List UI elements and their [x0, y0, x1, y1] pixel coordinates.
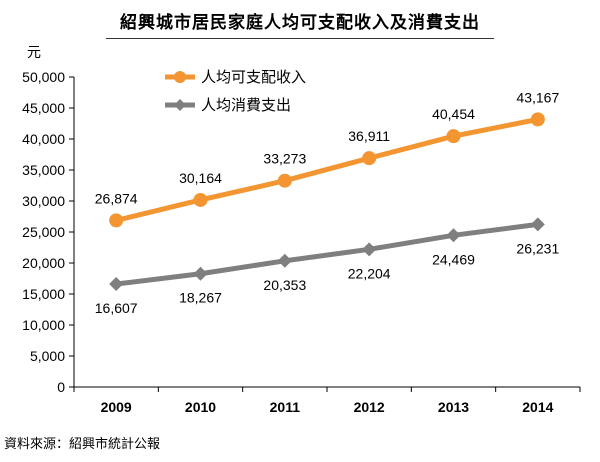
- data-label: 26,231: [516, 240, 559, 256]
- source-note: 資料來源：紹興市統計公報: [4, 436, 161, 451]
- x-tick-label: 2009: [101, 399, 132, 415]
- y-tick-label: 35,000: [22, 162, 65, 178]
- data-label: 18,267: [179, 290, 222, 306]
- data-point: [277, 253, 292, 268]
- data-point: [362, 151, 377, 166]
- y-tick-label: 25,000: [22, 224, 65, 240]
- series-layer: 26,874 30,164 33,273 36,911 40,454 43,167 16,6…: [95, 89, 560, 316]
- axes: 0 5,000 10,000 15,000 20,000 25,000 30,000 35,0…: [22, 44, 581, 415]
- data-point: [109, 277, 124, 292]
- data-point: [530, 112, 545, 127]
- chart-title-wrap: 紹興城市居民家庭人均可支配收入及消費支出: [0, 8, 600, 39]
- x-tick-label: 2013: [438, 399, 469, 415]
- legend-label: 人均消費支出: [201, 97, 291, 114]
- series-line-1: [115, 221, 539, 287]
- legend-marker: [174, 99, 186, 111]
- y-tick-label: 5,000: [30, 348, 65, 364]
- data-point: [446, 228, 461, 243]
- y-tick-label: 30,000: [22, 193, 65, 209]
- data-point: [446, 129, 461, 144]
- x-tick-label: 2012: [354, 399, 385, 415]
- data-label: 33,273: [263, 151, 306, 167]
- data-label: 40,454: [432, 106, 475, 122]
- data-point: [362, 242, 377, 257]
- chart-title: 紹興城市居民家庭人均可支配收入及消費支出: [106, 8, 494, 39]
- series-line-0: [115, 116, 539, 223]
- y-tick-label: 15,000: [22, 286, 65, 302]
- legend-label: 人均可支配收入: [201, 69, 306, 86]
- data-label: 30,164: [179, 170, 222, 186]
- data-label: 16,607: [95, 300, 138, 316]
- data-point: [109, 213, 124, 228]
- data-label: 22,204: [348, 265, 391, 281]
- data-label: 20,353: [263, 277, 306, 293]
- data-label: 26,874: [95, 190, 138, 206]
- y-tick-label: 10,000: [22, 317, 65, 333]
- y-tick-label: 40,000: [22, 131, 65, 147]
- x-tick-label: 2010: [185, 399, 216, 415]
- data-label: 43,167: [516, 89, 559, 105]
- legend-marker: [174, 71, 186, 83]
- data-point: [530, 217, 545, 232]
- y-tick-label: 50,000: [22, 69, 65, 85]
- data-label: 36,911: [348, 128, 390, 144]
- data-point: [193, 266, 208, 281]
- y-tick-label: 45,000: [22, 100, 65, 116]
- y-tick-label: 0: [57, 379, 65, 395]
- y-tick-label: 20,000: [22, 255, 65, 271]
- x-tick-label: 2014: [522, 399, 553, 415]
- data-point: [193, 192, 208, 207]
- x-tick-label: 2011: [270, 399, 301, 415]
- data-point: [277, 173, 292, 188]
- y-axis-unit-label: 元: [27, 44, 41, 60]
- data-label: 24,469: [432, 251, 475, 267]
